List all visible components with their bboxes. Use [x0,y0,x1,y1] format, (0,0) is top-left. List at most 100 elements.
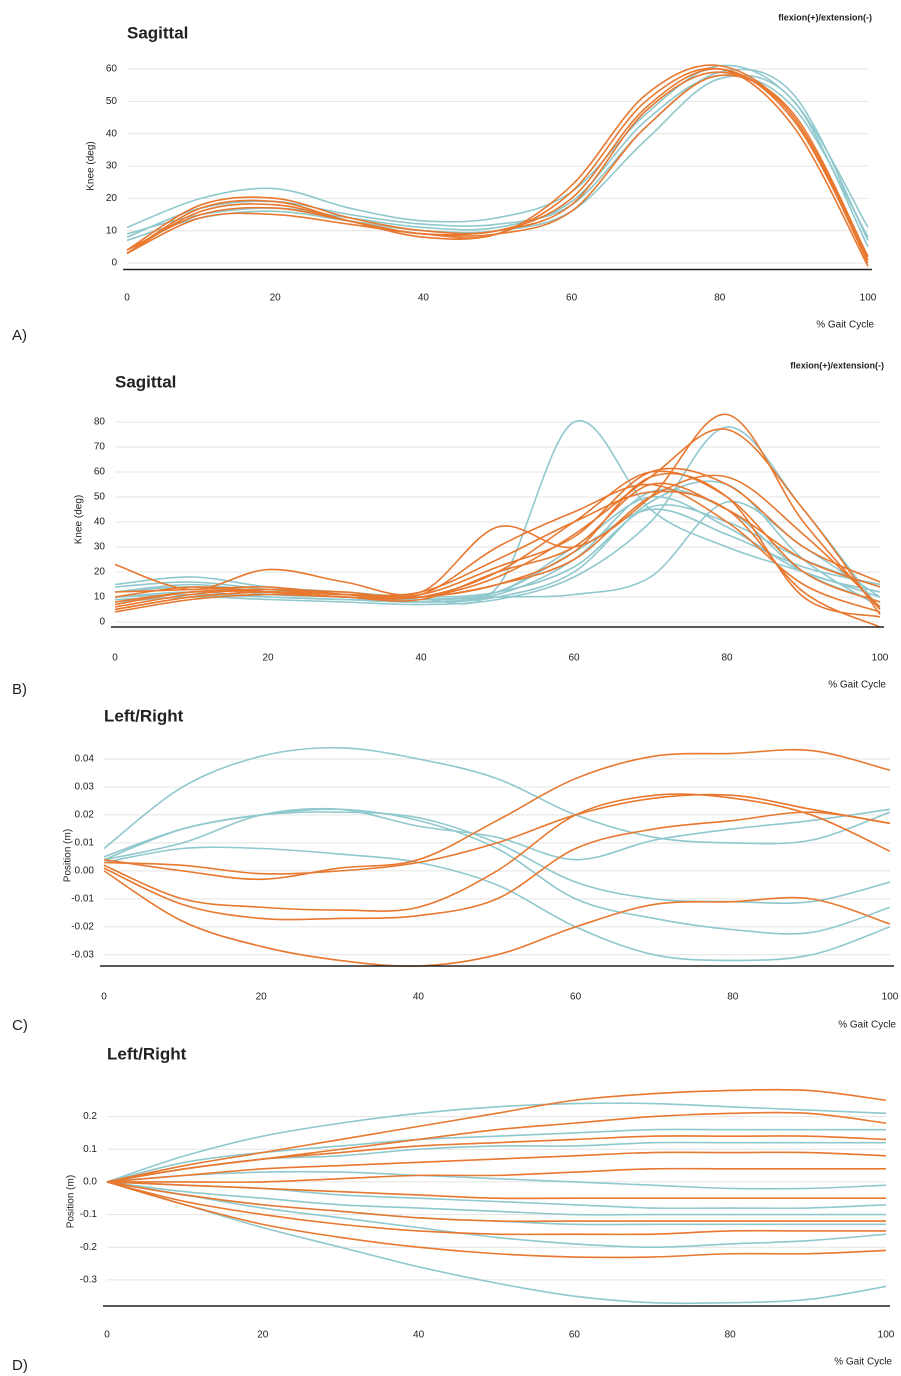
panel-label: B) [12,681,27,698]
y-tick-label: 0.1 [83,1144,97,1155]
y-tick-label: -0.01 [71,894,94,905]
y-axis-label: Knee (deg) [74,495,85,544]
line-series [106,1135,887,1183]
x-tick-label: 80 [725,1330,737,1341]
x-tick-label: 100 [872,653,889,664]
x-tick-label: 40 [418,293,430,304]
line-series [114,413,881,611]
y-tick-label: -0.1 [80,1209,98,1220]
chart-title: Left/Right [104,706,184,725]
line-series [103,748,891,881]
y-tick-label: -0.2 [80,1242,98,1253]
line-series [126,68,869,241]
line-series [106,1181,886,1216]
line-series [114,470,881,603]
line-series [114,426,881,610]
line-series [106,1102,887,1183]
x-tick-label: 0 [104,1330,110,1341]
y-axis-label: Position (m) [63,829,74,882]
line-series [106,1181,887,1259]
x-tick-label: 80 [721,653,733,664]
y-tick-label: 10 [94,592,106,603]
x-axis-label: % Gait Cycle [838,1020,896,1031]
line-series [114,482,881,602]
x-tick-label: 100 [878,1330,895,1341]
y-tick-label: 0.0 [83,1177,97,1188]
line-series [106,1181,887,1305]
panel-label: D) [12,1357,28,1374]
chart-title: Left/Right [107,1044,187,1063]
x-tick-label: 60 [570,992,582,1003]
y-tick-label: 80 [94,417,106,428]
line-series [103,846,891,962]
line-series [106,1170,887,1190]
line-series [103,793,891,875]
y-tick-label: 10 [106,225,118,236]
line-series [106,1181,886,1200]
line-series [106,1181,886,1223]
x-tick-label: 40 [413,992,425,1003]
line-series [103,811,891,905]
x-tick-label: 60 [566,293,578,304]
y-tick-label: 60 [106,64,118,75]
x-tick-label: 60 [568,653,580,664]
line-series [107,1167,886,1183]
y-tick-label: 50 [94,492,106,503]
y-tick-label: -0.02 [71,921,94,932]
y-axis-label: Knee (deg) [86,141,97,190]
x-tick-label: 100 [882,992,899,1003]
line-series [126,74,869,257]
x-axis-label: % Gait Cycle [828,680,886,691]
x-tick-label: 100 [860,293,877,304]
y-tick-label: 30 [94,542,106,553]
x-tick-label: 40 [415,653,427,664]
y-tick-label: 0.02 [75,810,95,821]
y-tick-label: 60 [94,467,106,478]
x-tick-label: 40 [413,1330,425,1341]
line-series [106,1088,887,1183]
x-tick-label: 0 [112,653,118,664]
x-tick-label: 0 [124,293,130,304]
y-tick-label: 0 [99,617,105,628]
line-series [126,67,869,267]
chart-title: Sagittal [127,23,188,42]
panel-label: C) [12,1017,28,1034]
x-axis-label: % Gait Cycle [834,1357,892,1368]
y-tick-label: 0.01 [75,838,95,849]
x-tick-label: 80 [714,293,726,304]
x-tick-label: 20 [257,1330,269,1341]
line-series [126,74,869,248]
y-tick-label: 20 [94,567,106,578]
y-tick-label: 50 [106,96,118,107]
x-tick-label: 20 [256,992,268,1003]
annotation: flexion(+)/extension(-) [778,12,872,22]
line-series [103,807,891,861]
x-tick-label: 20 [270,293,282,304]
y-tick-label: 20 [106,193,118,204]
x-tick-label: 0 [101,992,107,1003]
y-tick-label: 40 [106,128,118,139]
x-axis-label: % Gait Cycle [816,320,874,331]
x-tick-label: 60 [569,1330,581,1341]
line-series [114,474,881,608]
panel-label: A) [12,327,27,344]
y-tick-label: 0 [111,258,117,269]
line-series [106,1181,887,1249]
y-tick-label: 70 [94,442,106,453]
line-series [114,504,881,598]
line-series [126,64,869,229]
line-series [103,793,891,912]
y-tick-label: 40 [94,517,106,528]
line-series [126,71,869,264]
y-tick-label: 0.2 [83,1111,97,1122]
chart-title: Sagittal [115,372,176,391]
y-tick-label: 0.00 [75,866,95,877]
annotation: flexion(+)/extension(-) [790,360,884,370]
y-tick-label: -0.03 [71,949,94,960]
line-series [103,870,891,967]
y-tick-label: 30 [106,161,118,172]
line-series [103,811,891,921]
y-tick-label: -0.3 [80,1275,98,1286]
line-series [114,467,881,606]
